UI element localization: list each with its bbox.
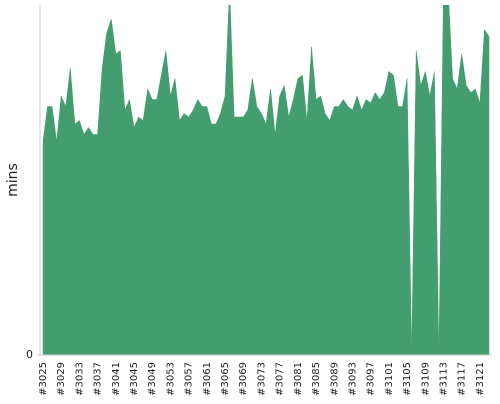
x-tick-label: #3085	[311, 362, 322, 396]
x-tick-label: #3081	[293, 362, 304, 396]
x-tick-label: #3089	[329, 362, 340, 396]
x-tick-label: #3049	[147, 362, 158, 396]
x-tick-label: #3029	[56, 362, 67, 396]
x-tick-label: #3025	[38, 362, 49, 396]
x-tick-label: #3117	[457, 362, 468, 396]
x-tick-label: #3105	[402, 362, 413, 396]
x-tick-label: #3041	[111, 362, 122, 396]
x-tick-label: #3065	[220, 362, 231, 396]
x-tick-label: #3037	[93, 362, 104, 396]
x-tick-label: #3093	[347, 362, 358, 396]
x-tick-label: #3061	[202, 362, 213, 396]
x-tick-label: #3033	[74, 362, 85, 396]
x-tick-label: #3073	[256, 362, 267, 396]
x-tick-label: #3069	[238, 362, 249, 396]
x-tick-label: #3101	[384, 362, 395, 396]
x-tick-label: #3057	[184, 362, 195, 396]
x-tick-label: #3097	[366, 362, 377, 396]
y-axis-label: mins	[5, 163, 21, 197]
x-tick-label: #3121	[475, 362, 486, 396]
x-tick-label: #3053	[165, 362, 176, 396]
x-tick-label: #3113	[438, 362, 449, 396]
y-tick-label: 0	[26, 348, 33, 361]
area	[42, 5, 490, 355]
x-tick-label: #3077	[275, 362, 286, 396]
x-tick-label: #3109	[420, 362, 431, 396]
x-tick-label: #3045	[129, 362, 140, 396]
